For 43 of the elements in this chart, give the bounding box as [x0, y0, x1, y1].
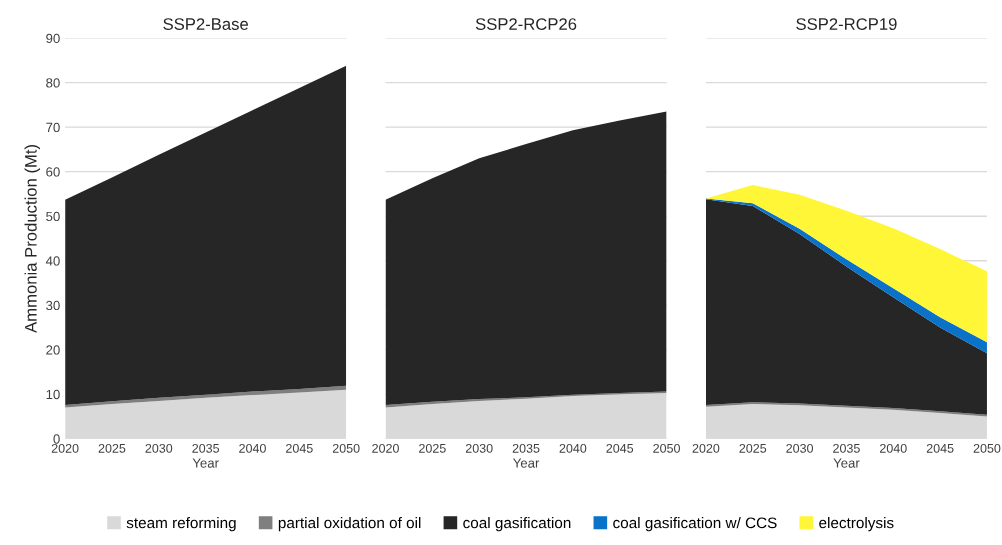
- chart-title: SSP2-RCP26: [475, 18, 577, 30]
- y-tick-label: 50: [46, 211, 60, 222]
- x-tick-label: 2040: [880, 443, 907, 453]
- x-tick-label: 2050: [332, 443, 360, 453]
- y-tick-label: 10: [46, 389, 60, 400]
- x-tick-label: 2035: [512, 443, 540, 453]
- y-tick-label: 30: [46, 300, 60, 311]
- x-tick-label: 2040: [239, 443, 266, 453]
- legend-label: electrolysis: [819, 517, 894, 532]
- x-tick-label: 2030: [465, 443, 493, 453]
- chart-title: SSP2-Base: [163, 18, 248, 30]
- x-tick-label: 2040: [559, 443, 587, 453]
- x-tick-label: 2045: [286, 443, 313, 453]
- x-tick-label: 2035: [192, 443, 220, 453]
- x-tick-label: 2025: [419, 443, 446, 453]
- y-tick-label: 40: [45, 256, 60, 266]
- y-tick-label: 90: [46, 33, 60, 44]
- x-tick-label: 2020: [372, 443, 399, 453]
- y-tick-label: 0: [53, 434, 60, 444]
- x-tick-label: 2025: [739, 443, 767, 453]
- x-tick-label: 2020: [51, 443, 79, 453]
- y-tick-label: 70: [46, 122, 60, 133]
- x-tick-label: 2035: [833, 443, 860, 453]
- x-tick-label: 2045: [606, 443, 634, 453]
- legend-label: partial oxidation of oil: [278, 517, 421, 532]
- x-axis-title: Year: [192, 458, 219, 468]
- x-tick-label: 2050: [973, 443, 1001, 453]
- legend-label: coal gasification w/ CCS: [613, 517, 777, 532]
- y-tick-label: 60: [46, 167, 60, 177]
- legend-label: coal gasification: [463, 517, 571, 532]
- x-axis-title: Year: [513, 458, 540, 468]
- x-tick-label: 2050: [653, 443, 680, 453]
- x-axis-title: Year: [833, 458, 860, 468]
- y-axis-title: Ammonia Production (Mt): [24, 144, 41, 333]
- x-tick-label: 2045: [926, 443, 954, 453]
- y-tick-label: 20: [46, 345, 60, 355]
- legend-label: steam reforming: [126, 517, 236, 532]
- x-tick-label: 2030: [786, 443, 814, 453]
- x-tick-label: 2025: [98, 443, 126, 453]
- chart-title: SSP2-RCP19: [796, 18, 897, 30]
- y-tick-label: 80: [46, 78, 60, 88]
- x-tick-label: 2020: [692, 443, 720, 453]
- x-tick-label: 2030: [145, 443, 173, 453]
